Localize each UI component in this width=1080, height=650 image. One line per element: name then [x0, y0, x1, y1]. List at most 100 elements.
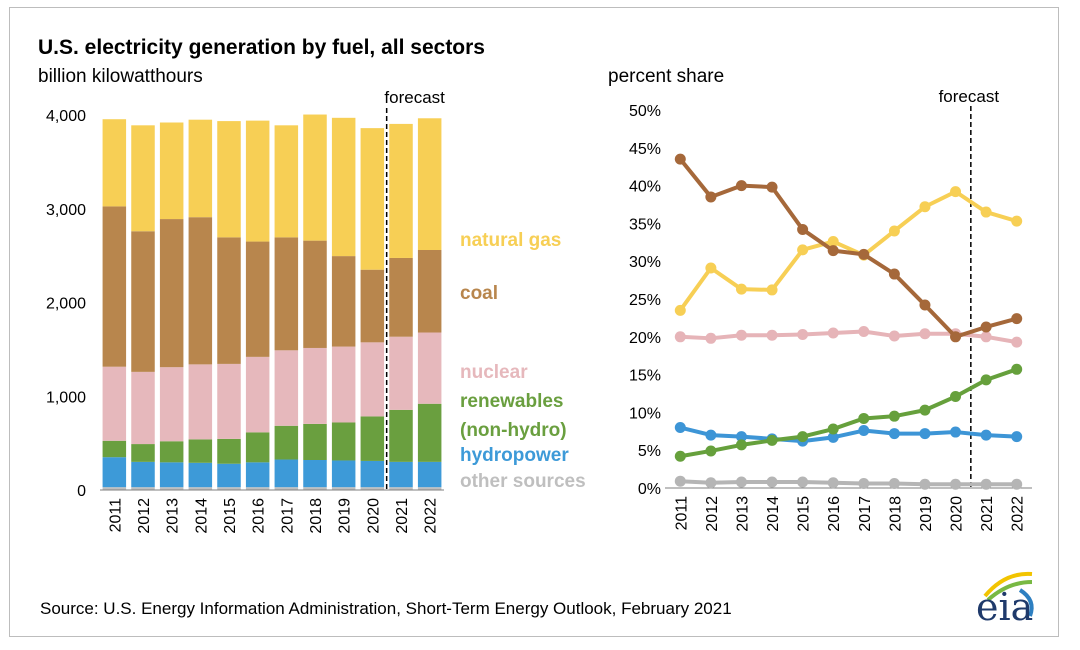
- data-point-other-line: [766, 476, 778, 488]
- bar-segment-coal: [217, 237, 241, 364]
- eia-logo-swoosh-blue: [1018, 588, 1034, 617]
- bar-segment-other: [389, 487, 413, 490]
- bar-segment-nuclear: [159, 367, 184, 442]
- right-y-tick-label: 0%: [638, 481, 661, 498]
- bar-segment-hydropower: [131, 461, 155, 488]
- data-point-nuclear-line: [919, 328, 931, 340]
- left-y-tick-label: 1,000: [46, 389, 86, 406]
- data-point-other-line: [1011, 478, 1023, 490]
- data-point-renew-line: [705, 445, 717, 457]
- data-point-renew-line: [888, 410, 900, 422]
- legend-item-other: other sources: [460, 471, 586, 492]
- legend-item-nuclear: nuclear: [460, 362, 528, 383]
- bar-segment-natural-gas: [274, 125, 299, 238]
- right-x-tick-label: 2016: [826, 496, 843, 532]
- series-line-ng-line: [678, 189, 1018, 312]
- data-point-coal-line: [797, 223, 809, 235]
- bar-segment-renewables: [245, 432, 270, 463]
- data-point-hydro-line: [919, 428, 931, 440]
- data-point-coal-line: [888, 268, 900, 280]
- right-x-tick-label: 2017: [857, 496, 874, 532]
- legend-item-coal: coal: [460, 283, 498, 304]
- data-point-nuclear-line: [1011, 336, 1023, 348]
- bar-segment-coal: [331, 256, 356, 347]
- left-x-tick-label: 2018: [308, 498, 325, 534]
- bar-segment-other: [303, 487, 327, 490]
- left-x-tick-label: 2022: [423, 498, 440, 534]
- data-point-nuclear-line: [674, 331, 686, 343]
- right-x-tick-label: 2021: [979, 496, 996, 532]
- bar-segment-renewables: [274, 425, 299, 460]
- bar-segment-renewables: [131, 444, 155, 462]
- bar-segment-natural-gas: [159, 122, 184, 220]
- data-point-renew-line: [766, 434, 778, 446]
- bar-segment-nuclear: [102, 366, 127, 441]
- bar-segment-renewables: [303, 423, 327, 460]
- bar-segment-coal: [303, 240, 327, 348]
- right-y-tick-label: 35%: [629, 216, 661, 233]
- bar-segment-hydropower: [102, 457, 127, 488]
- bar-segment-nuclear: [245, 356, 270, 433]
- right-y-tick-label: 25%: [629, 292, 661, 309]
- bar-segment-other: [245, 487, 270, 490]
- bar-segment-hydropower: [217, 463, 241, 488]
- bar-segment-hydropower: [188, 462, 213, 488]
- bar-segment-natural-gas: [389, 123, 413, 258]
- data-point-hydro-line: [1011, 431, 1023, 443]
- right-x-tick-label: 2011: [673, 496, 690, 531]
- data-point-renew-line: [919, 404, 931, 416]
- data-point-ng-line: [919, 201, 931, 213]
- right-x-tick-label: 2020: [949, 496, 966, 532]
- left-x-tick-label: 2019: [337, 498, 354, 534]
- bar-segment-renewables: [188, 439, 213, 463]
- right-x-tick-label: 2012: [704, 496, 721, 532]
- data-point-coal-line: [766, 181, 778, 193]
- bar-segment-nuclear: [389, 336, 413, 410]
- bar-segment-coal: [389, 257, 413, 337]
- bar-segment-natural-gas: [102, 119, 127, 207]
- data-point-renew-line: [858, 412, 870, 424]
- data-point-coal-line: [919, 299, 931, 311]
- left-y-axis-label: billion kilowatthours: [38, 66, 203, 87]
- bar-segment-nuclear: [217, 363, 241, 439]
- data-point-other-line: [858, 477, 870, 489]
- data-point-coal-line: [674, 153, 686, 165]
- data-point-renew-line: [950, 391, 962, 403]
- data-point-hydro-line: [674, 422, 686, 434]
- eia-logo-text: eia: [976, 585, 1033, 629]
- data-point-coal-line: [858, 248, 870, 260]
- bar-segment-renewables: [217, 438, 241, 464]
- data-point-ng-line: [827, 236, 839, 248]
- right-y-tick-label: 15%: [629, 368, 661, 385]
- data-point-other-line: [827, 477, 839, 489]
- right-y-axis-label: percent share: [608, 66, 724, 87]
- data-point-nuclear-line: [797, 329, 809, 341]
- bar-segment-nuclear: [131, 371, 155, 445]
- bar-segment-coal: [245, 241, 270, 357]
- left-x-tick-label: 2020: [365, 498, 382, 534]
- right-x-tick-label: 2018: [887, 496, 904, 532]
- bar-segment-other: [331, 487, 356, 490]
- bar-segment-renewables: [102, 440, 127, 458]
- eia-logo-swoosh-yellow: [983, 571, 1033, 598]
- right-forecast-label: forecast: [939, 87, 1000, 106]
- data-point-ng-line: [950, 186, 962, 198]
- left-x-tick-label: 2016: [251, 498, 268, 534]
- right-y-tick-label: 45%: [629, 141, 661, 158]
- data-point-coal-line: [950, 331, 962, 343]
- bar-segment-natural-gas: [217, 121, 241, 238]
- data-point-hydro-line: [858, 425, 870, 437]
- bar-segment-hydropower: [417, 461, 442, 488]
- left-x-tick-label: 2012: [136, 498, 153, 534]
- data-point-renew-line: [827, 423, 839, 435]
- bar-segment-natural-gas: [245, 120, 270, 242]
- bar-segment-renewables: [159, 441, 184, 463]
- bar-segment-renewables: [331, 422, 356, 461]
- left-y-tick-label: 4,000: [46, 108, 86, 125]
- data-point-nuclear-line: [827, 327, 839, 339]
- data-point-hydro-line: [735, 431, 747, 443]
- data-point-coal-line: [1011, 313, 1023, 325]
- data-point-hydro-line: [980, 429, 992, 441]
- left-y-tick-label: 2,000: [46, 296, 86, 313]
